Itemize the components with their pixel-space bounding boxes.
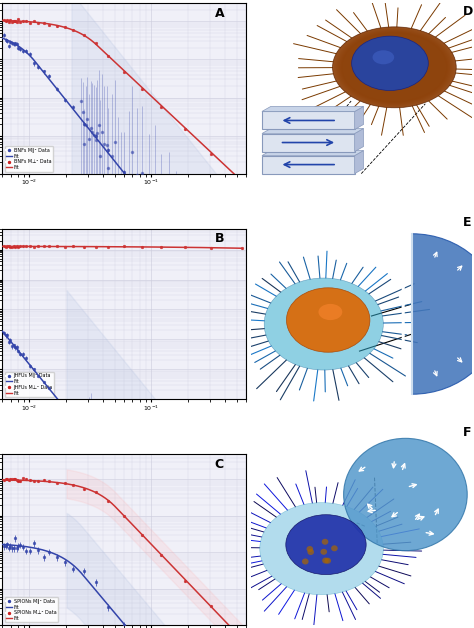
Ellipse shape — [286, 515, 366, 575]
Ellipse shape — [373, 50, 394, 64]
Circle shape — [320, 549, 327, 555]
Legend: SPIONs M∥² Data, Fit, SPIONs M⊥² Data, Fit: SPIONs M∥² Data, Fit, SPIONs M⊥² Data, F… — [5, 597, 58, 622]
Ellipse shape — [339, 31, 449, 104]
Ellipse shape — [340, 32, 448, 102]
Ellipse shape — [344, 438, 467, 551]
Text: F: F — [463, 426, 471, 440]
Text: E: E — [463, 216, 471, 229]
Ellipse shape — [335, 29, 454, 106]
Wedge shape — [412, 234, 474, 394]
Polygon shape — [262, 129, 364, 134]
Ellipse shape — [264, 278, 383, 370]
Text: B: B — [215, 232, 224, 246]
Legend: BNFs M∥² Data, Fit, BNFs M⊥² Data, Fit: BNFs M∥² Data, Fit, BNFs M⊥² Data, Fit — [5, 146, 53, 171]
Polygon shape — [355, 151, 364, 173]
Text: A: A — [215, 7, 224, 20]
Ellipse shape — [337, 30, 452, 105]
Ellipse shape — [333, 27, 456, 108]
FancyBboxPatch shape — [262, 111, 355, 129]
Polygon shape — [262, 106, 364, 111]
Ellipse shape — [260, 502, 383, 595]
Text: C: C — [215, 458, 224, 471]
FancyBboxPatch shape — [262, 156, 355, 173]
Polygon shape — [355, 129, 364, 151]
Circle shape — [322, 539, 328, 544]
Ellipse shape — [338, 30, 451, 104]
FancyBboxPatch shape — [262, 134, 355, 151]
Circle shape — [331, 545, 338, 551]
Ellipse shape — [342, 33, 447, 102]
Circle shape — [307, 546, 313, 552]
Ellipse shape — [319, 304, 342, 320]
Circle shape — [324, 558, 331, 564]
Circle shape — [308, 549, 314, 555]
Polygon shape — [262, 151, 364, 156]
Ellipse shape — [334, 28, 455, 107]
Polygon shape — [355, 106, 364, 129]
Circle shape — [302, 558, 309, 565]
Legend: JHFUs M∥² Data, Fit, JHFUs M⊥² Data, Fit: JHFUs M∥² Data, Fit, JHFUs M⊥² Data, Fit — [5, 372, 54, 397]
Circle shape — [322, 558, 329, 563]
Text: D: D — [463, 5, 473, 18]
Ellipse shape — [352, 36, 428, 90]
Ellipse shape — [286, 288, 370, 352]
Ellipse shape — [333, 27, 456, 108]
